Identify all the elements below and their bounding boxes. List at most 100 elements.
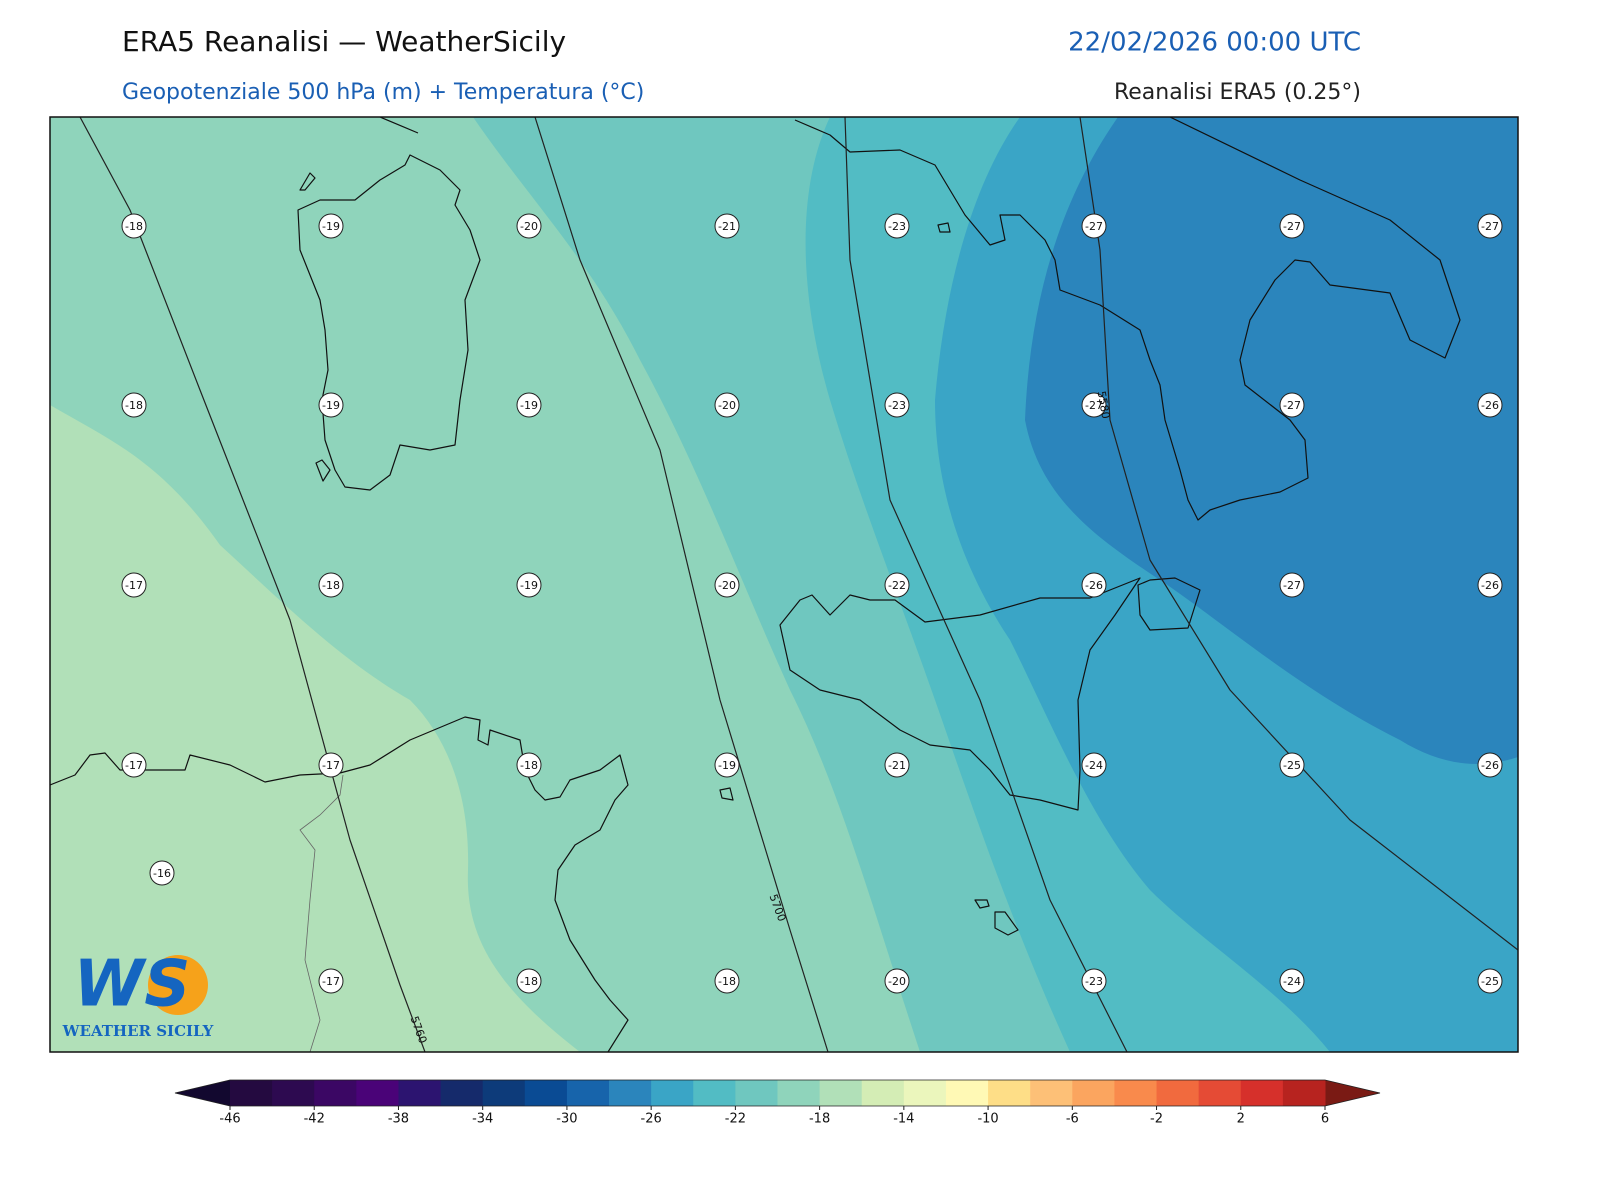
station-marker (516, 968, 542, 994)
station-marker (516, 752, 542, 778)
station-marker (884, 213, 910, 239)
temperature-label: -19 (520, 579, 538, 592)
temperature-label: -27 (1085, 220, 1103, 233)
station-marker (121, 392, 147, 418)
station-marker (884, 752, 910, 778)
colorbar-segment (1114, 1080, 1158, 1106)
station-marker (714, 752, 740, 778)
title: ERA5 Reanalisi — WeatherSicily (122, 25, 566, 58)
subtitle: Geopotenziale 500 hPa (m) + Temperatura … (122, 80, 644, 105)
colorbar-segment (903, 1080, 947, 1106)
temperature-label: -24 (1283, 975, 1301, 988)
colorbar-segment (440, 1080, 484, 1106)
temperature-label: -16 (153, 867, 171, 880)
colorbar-segment (356, 1080, 399, 1106)
temperature-label: -17 (322, 975, 340, 988)
colorbar-tick-label: -26 (641, 1112, 662, 1127)
station-marker (318, 572, 344, 598)
temperature-label: -19 (322, 220, 340, 233)
station-marker (1279, 392, 1305, 418)
colorbar-tick-label: -34 (472, 1112, 493, 1127)
temperature-label: -26 (1481, 759, 1499, 772)
station-marker (714, 213, 740, 239)
temperature-label: -26 (1481, 399, 1499, 412)
colorbar-segment (735, 1080, 778, 1106)
border (299, 774, 344, 1052)
station-marker (1081, 752, 1107, 778)
logo-mark: WS (74, 948, 191, 1022)
colorbar-segment (272, 1080, 315, 1106)
colorbar-segment (1030, 1080, 1073, 1106)
station-marker (714, 392, 740, 418)
station-marker (1081, 572, 1107, 598)
temperature-label: -19 (520, 399, 538, 412)
station-marker (1477, 572, 1503, 598)
temperature-label: -17 (125, 759, 143, 772)
colorbar-tick-label: -6 (1066, 1112, 1079, 1127)
colorbar-tick-label: -18 (809, 1112, 830, 1127)
colorbar-tick-label: -30 (556, 1112, 577, 1127)
temperature-label: -18 (125, 399, 143, 412)
colorbar-extend (1325, 1080, 1380, 1106)
temperature-label: -18 (322, 579, 340, 592)
colorbar: -46 -42 -38 -34 -30 -26 -22 -18 -14 -10 -6 -2 2 6 (174, 1079, 1381, 1127)
coastline (50, 716, 629, 1052)
colorbar-segment (693, 1080, 736, 1106)
temperature-label: -17 (322, 759, 340, 772)
colorbar-segment (398, 1080, 442, 1106)
temperature-label: -19 (322, 399, 340, 412)
colorbar-tick-label: 6 (1321, 1112, 1329, 1127)
station-marker (516, 213, 542, 239)
station-marker (884, 968, 910, 994)
temperature-label: -25 (1481, 975, 1499, 988)
contour-line (844, 117, 1128, 1052)
temperature-label: -25 (1283, 759, 1301, 772)
colorbar-segment (482, 1080, 526, 1106)
station-marker (516, 572, 542, 598)
temperature-label: -21 (718, 220, 736, 233)
logo-name: WEATHER SICILY (62, 1022, 214, 1040)
temperature-label: -21 (888, 759, 906, 772)
station-marker (121, 213, 147, 239)
colorbar-segment (1198, 1080, 1242, 1106)
map-frame (49, 116, 1519, 1053)
colorbar-segment (314, 1080, 357, 1106)
colorbar-segment (230, 1080, 273, 1106)
temperature-label: -23 (888, 399, 906, 412)
station-marker (1477, 392, 1503, 418)
colorbar-tick-label: -46 (219, 1112, 240, 1127)
colorbar-segment (1072, 1080, 1115, 1106)
coastline (299, 117, 419, 482)
colorbar-tick-label: -22 (725, 1112, 746, 1127)
colorbar-tick-label: 2 (1237, 1112, 1245, 1127)
contour-line (1079, 117, 1518, 951)
station-marker (149, 860, 175, 886)
colorbar-tick-label: -10 (977, 1112, 998, 1127)
station-marker (714, 968, 740, 994)
colorbar-segment (651, 1080, 694, 1106)
coastline (794, 117, 1461, 521)
station-marker (1279, 572, 1305, 598)
station-marker (516, 392, 542, 418)
station-marker (318, 968, 344, 994)
colorbar-segment (566, 1080, 610, 1106)
colorbar-segment (524, 1080, 568, 1106)
fill-area (50, 405, 580, 1052)
station-marker (1081, 968, 1107, 994)
colorbar-segment (819, 1080, 863, 1106)
colorbar-segment (1240, 1080, 1284, 1106)
temperature-label: -18 (520, 759, 538, 772)
temperature-label: -26 (1481, 579, 1499, 592)
station-marker (1477, 213, 1503, 239)
colorbar-tick-label: -38 (388, 1112, 409, 1127)
station-marker (1477, 968, 1503, 994)
station-marker (884, 572, 910, 598)
temperature-label: -23 (1085, 975, 1103, 988)
station-marker (884, 392, 910, 418)
station-marker (121, 572, 147, 598)
temperature-label: -22 (888, 579, 906, 592)
colorbar-segment (945, 1080, 989, 1106)
map: -18 -19 -20 -21 -23 -27 -27 -27 -18 -19 -19 -20 -23 -… (50, 117, 1518, 1052)
contour-line (79, 117, 426, 1052)
